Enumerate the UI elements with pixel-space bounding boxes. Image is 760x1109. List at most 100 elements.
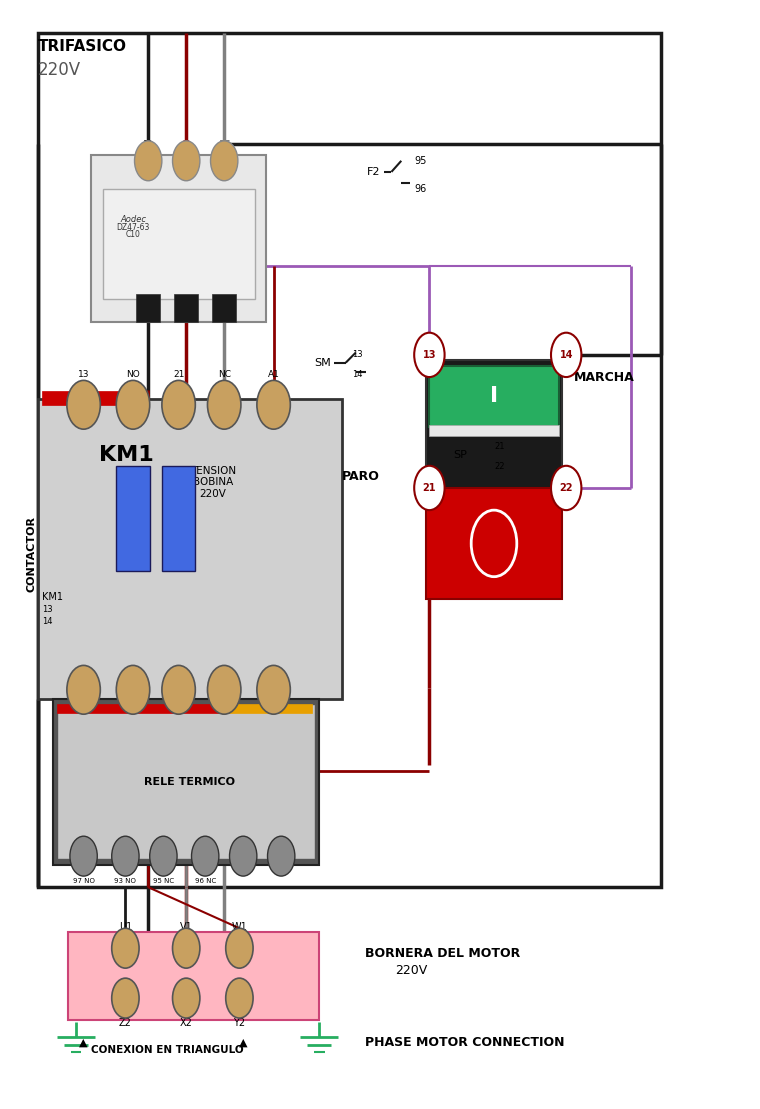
Circle shape: [135, 141, 162, 181]
Text: Y2: Y2: [233, 1018, 245, 1028]
Circle shape: [207, 665, 241, 714]
FancyBboxPatch shape: [162, 466, 195, 571]
Text: C10: C10: [125, 231, 141, 240]
Text: 13: 13: [423, 349, 436, 360]
Text: Aodec: Aodec: [120, 215, 146, 224]
Circle shape: [70, 836, 97, 876]
Text: BORNERA DEL MOTOR: BORNERA DEL MOTOR: [365, 947, 520, 960]
FancyBboxPatch shape: [57, 704, 224, 713]
FancyBboxPatch shape: [53, 699, 319, 865]
FancyBboxPatch shape: [212, 294, 236, 322]
Text: NC: NC: [217, 715, 231, 724]
Text: 13: 13: [42, 606, 52, 614]
FancyBboxPatch shape: [174, 294, 198, 322]
Text: 13: 13: [352, 350, 363, 359]
Text: MARCHA: MARCHA: [574, 370, 635, 384]
Text: 22: 22: [559, 482, 573, 494]
Text: A1: A1: [268, 370, 280, 379]
Text: CONTACTOR: CONTACTOR: [27, 517, 37, 592]
Circle shape: [192, 836, 219, 876]
Text: NC: NC: [217, 370, 231, 379]
Circle shape: [150, 836, 177, 876]
Text: Z2: Z2: [119, 1018, 131, 1028]
FancyBboxPatch shape: [57, 704, 315, 859]
FancyBboxPatch shape: [103, 189, 255, 299]
Text: CONEXION EN TRIANGULO: CONEXION EN TRIANGULO: [91, 1045, 243, 1055]
Text: TENSION
BOBINA
220V: TENSION BOBINA 220V: [190, 466, 236, 499]
Circle shape: [112, 978, 139, 1018]
Text: I: I: [490, 386, 498, 406]
Circle shape: [471, 510, 517, 577]
Text: 21: 21: [423, 482, 436, 494]
Text: SP: SP: [454, 449, 467, 460]
Text: ▲: ▲: [79, 1037, 88, 1048]
Circle shape: [551, 333, 581, 377]
Circle shape: [116, 665, 150, 714]
Text: W1: W1: [232, 922, 247, 932]
FancyBboxPatch shape: [426, 360, 562, 494]
Text: 93 NO: 93 NO: [115, 878, 136, 884]
Circle shape: [67, 665, 100, 714]
Circle shape: [173, 978, 200, 1018]
Text: S: S: [181, 139, 192, 153]
Text: F2: F2: [366, 166, 380, 177]
Circle shape: [226, 928, 253, 968]
FancyBboxPatch shape: [426, 488, 562, 599]
Circle shape: [414, 333, 445, 377]
Text: NO: NO: [126, 715, 140, 724]
Text: A2: A2: [268, 715, 280, 724]
Text: DZ47-63: DZ47-63: [116, 223, 150, 232]
Circle shape: [226, 978, 253, 1018]
Text: O: O: [486, 533, 502, 553]
Text: 14: 14: [42, 617, 52, 625]
Text: X2: X2: [180, 1018, 192, 1028]
Circle shape: [551, 466, 581, 510]
Text: KM1: KM1: [99, 445, 154, 465]
Text: KM1: KM1: [42, 591, 63, 602]
Text: 14: 14: [78, 715, 89, 724]
Text: 21: 21: [495, 442, 505, 451]
Text: NO: NO: [126, 370, 140, 379]
Text: 96: 96: [414, 183, 426, 194]
Circle shape: [162, 380, 195, 429]
FancyBboxPatch shape: [429, 425, 559, 436]
Circle shape: [230, 836, 257, 876]
Circle shape: [116, 380, 150, 429]
Circle shape: [67, 380, 100, 429]
FancyBboxPatch shape: [136, 294, 160, 322]
FancyBboxPatch shape: [116, 466, 150, 571]
Circle shape: [211, 141, 238, 181]
FancyBboxPatch shape: [42, 391, 141, 405]
Text: R: R: [143, 139, 154, 153]
Text: ▲: ▲: [239, 1037, 248, 1048]
Text: U1: U1: [119, 922, 132, 932]
Circle shape: [257, 665, 290, 714]
Text: 14: 14: [352, 370, 363, 379]
Circle shape: [257, 380, 290, 429]
Text: 21: 21: [173, 715, 184, 724]
Text: 22: 22: [495, 462, 505, 471]
Text: V1: V1: [180, 922, 192, 932]
Text: 14: 14: [559, 349, 573, 360]
Text: 95: 95: [414, 155, 426, 166]
Text: TRIFASICO: TRIFASICO: [38, 39, 127, 54]
Text: 220V: 220V: [395, 964, 427, 977]
Circle shape: [173, 141, 200, 181]
Circle shape: [112, 836, 139, 876]
Circle shape: [207, 380, 241, 429]
FancyBboxPatch shape: [38, 399, 342, 699]
Text: T: T: [220, 139, 229, 153]
Text: RELE TERMICO: RELE TERMICO: [144, 776, 236, 787]
Circle shape: [173, 928, 200, 968]
Circle shape: [268, 836, 295, 876]
Text: 97 NO: 97 NO: [73, 878, 94, 884]
Circle shape: [162, 665, 195, 714]
Text: 21: 21: [173, 370, 184, 379]
Text: 96 NC: 96 NC: [195, 878, 216, 884]
FancyBboxPatch shape: [91, 155, 266, 322]
Text: 220V: 220V: [38, 61, 81, 79]
Text: 95 NC: 95 NC: [153, 878, 174, 884]
Text: 13: 13: [78, 370, 90, 379]
FancyBboxPatch shape: [68, 932, 319, 1020]
FancyBboxPatch shape: [228, 704, 312, 713]
